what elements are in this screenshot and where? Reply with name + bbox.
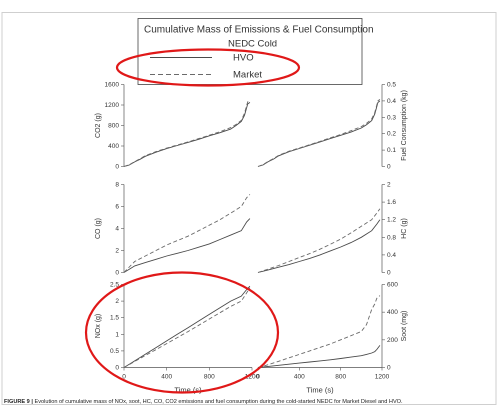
co-y-tick-label: 0	[115, 270, 119, 277]
nox-y-tick-label: 1	[115, 331, 119, 338]
hc-y-tick-label: 0.4	[387, 252, 396, 259]
panel-fuel	[257, 84, 385, 167]
co-y-tick-label: 2	[115, 248, 119, 255]
panel-hc	[257, 184, 385, 273]
soot-y-tick-label: 200	[387, 337, 398, 344]
nox-x-tick-label: 400	[161, 374, 172, 381]
nox-series-market	[123, 287, 251, 368]
co2-y-tick-label: 800	[108, 123, 119, 130]
fuel-y-tick-label: 0	[387, 164, 391, 171]
soot-y-tick-label: 0	[387, 365, 391, 372]
soot-x-tick-label: 1200	[375, 374, 390, 381]
panel-co	[121, 184, 251, 273]
soot-x-tick-label: 800	[335, 374, 346, 381]
hc-series-market	[257, 208, 381, 273]
nox-y-tick-label: 2.5	[110, 282, 119, 289]
caption-label: FIGURE 9 |	[4, 399, 33, 405]
co2-y-label: CO2 (g)	[95, 113, 102, 138]
nox-y-tick-label: 0	[115, 365, 119, 372]
soot-x-tick-label: 400	[294, 374, 305, 381]
hc-y-tick-label: 0	[387, 270, 391, 277]
hc-y-tick-label: 2	[387, 182, 391, 189]
co2-y-tick-label: 400	[108, 143, 119, 150]
fuel-series-market	[257, 98, 381, 167]
co2-y-tick-label: 1200	[105, 102, 120, 109]
nox-y-label: NOx (g)	[95, 314, 102, 339]
hc-y-tick-label: 1.2	[387, 217, 396, 224]
co2-series-market	[123, 100, 251, 167]
nox-x-tick-label: 800	[204, 374, 215, 381]
soot-x-tick-label: 0	[256, 374, 260, 381]
soot-series-market	[257, 295, 381, 368]
nox-series-hvo	[123, 285, 251, 368]
panel-nox	[121, 284, 253, 371]
fuel-y-tick-label: 0.1	[387, 147, 396, 154]
co-y-tick-label: 8	[115, 182, 119, 189]
caption-text: Evolution of cumulative mass of NOx, soo…	[34, 399, 403, 405]
nox-x-label: Time (s)	[174, 386, 202, 395]
fuel-y-tick-label: 0.3	[387, 114, 396, 121]
soot-y-label: Soot (mg)	[401, 311, 408, 342]
co-y-tick-label: 6	[115, 204, 119, 211]
soot-y-tick-label: 400	[387, 309, 398, 316]
hc-series-hvo	[257, 219, 381, 273]
hc-y-tick-label: 1.6	[387, 199, 396, 206]
nox-y-tick-label: 0.5	[110, 348, 119, 355]
legend-market-label: Market	[233, 70, 262, 81]
co-series-hvo	[123, 218, 251, 273]
nox-x-tick-label: 0	[122, 374, 126, 381]
highlight-ellipse-legend	[115, 48, 301, 87]
co-y-label: CO (g)	[95, 218, 102, 239]
nox-y-tick-label: 2	[115, 298, 119, 305]
fuel-y-tick-label: 0.5	[387, 82, 396, 89]
soot-y-tick-label: 600	[387, 282, 398, 289]
co2-y-tick-label: 1600	[105, 82, 120, 89]
soot-series-hvo	[257, 345, 381, 368]
fuel-y-tick-label: 0.4	[387, 98, 396, 105]
panel-co2	[121, 84, 251, 167]
co2-y-tick-label: 0	[115, 164, 119, 171]
co-series-market	[123, 194, 251, 273]
fuel-y-tick-label: 0.2	[387, 131, 396, 138]
nox-x-tick-label: 1200	[245, 374, 260, 381]
legend-cycle: NEDC Cold	[228, 39, 277, 50]
figure-frame	[1, 12, 497, 405]
legend-title: Cumulative Mass of Emissions & Fuel Cons…	[144, 25, 374, 36]
figure-caption: FIGURE 9 | Evolution of cumulative mass …	[4, 399, 496, 406]
hc-y-label: HC (g)	[401, 218, 408, 239]
highlight-ellipse-nox	[84, 271, 280, 394]
legend-hvo-label: HVO	[233, 53, 254, 64]
nox-y-tick-label: 1.5	[110, 315, 119, 322]
fuel-y-label: Fuel Consumption (kg)	[401, 90, 408, 161]
co-y-tick-label: 4	[115, 226, 119, 233]
hc-y-tick-label: 0.8	[387, 234, 396, 241]
soot-x-label: Time (s)	[306, 386, 334, 395]
panel-soot	[257, 284, 385, 371]
